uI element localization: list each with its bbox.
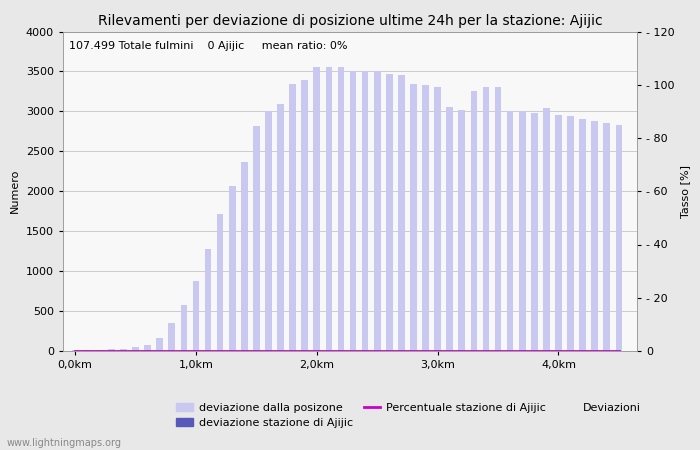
Bar bbox=[302, 80, 308, 351]
Bar bbox=[519, 112, 526, 351]
Y-axis label: Tasso [%]: Tasso [%] bbox=[680, 165, 690, 218]
Bar bbox=[314, 68, 320, 351]
Bar bbox=[144, 345, 151, 351]
Bar bbox=[156, 338, 163, 351]
Bar bbox=[96, 350, 103, 351]
Bar bbox=[458, 110, 465, 351]
Bar bbox=[265, 112, 272, 351]
Bar bbox=[495, 87, 501, 351]
Bar bbox=[531, 113, 538, 351]
Bar bbox=[181, 306, 187, 351]
Bar bbox=[217, 214, 223, 351]
Bar bbox=[337, 67, 344, 351]
Bar bbox=[204, 249, 211, 351]
Bar bbox=[72, 350, 78, 351]
Bar bbox=[567, 116, 574, 351]
Bar bbox=[482, 86, 489, 351]
Text: 107.499 Totale fulmini    0 Ajijic     mean ratio: 0%: 107.499 Totale fulmini 0 Ajijic mean rat… bbox=[69, 41, 347, 51]
Bar bbox=[543, 108, 550, 351]
Bar bbox=[169, 323, 175, 351]
Bar bbox=[193, 281, 200, 351]
Bar bbox=[580, 119, 586, 351]
Legend: deviazione dalla posizone, deviazione stazione di Ajijic, Percentuale stazione d: deviazione dalla posizone, deviazione st… bbox=[172, 398, 550, 432]
Bar bbox=[592, 121, 598, 351]
Bar bbox=[132, 347, 139, 351]
Bar bbox=[447, 108, 453, 351]
Title: Rilevamenti per deviazione di posizione ultime 24h per la stazione: Ajijic: Rilevamenti per deviazione di posizione … bbox=[98, 14, 602, 27]
Bar bbox=[555, 115, 562, 351]
Bar bbox=[289, 84, 296, 351]
Bar bbox=[410, 84, 416, 351]
Bar bbox=[374, 72, 381, 351]
Bar bbox=[615, 125, 622, 351]
Y-axis label: Numero: Numero bbox=[10, 169, 20, 213]
Bar bbox=[507, 112, 513, 351]
Bar bbox=[434, 86, 441, 351]
Bar bbox=[241, 162, 248, 351]
Bar bbox=[386, 74, 393, 351]
Bar bbox=[229, 186, 235, 351]
Bar bbox=[470, 91, 477, 351]
Bar bbox=[108, 349, 115, 351]
Bar bbox=[398, 76, 405, 351]
Bar bbox=[422, 85, 429, 351]
Bar bbox=[326, 67, 332, 351]
Bar bbox=[277, 104, 284, 351]
Text: www.lightningmaps.org: www.lightningmaps.org bbox=[7, 438, 122, 448]
Text: Deviazioni: Deviazioni bbox=[582, 403, 640, 413]
Bar bbox=[603, 123, 610, 351]
Bar bbox=[120, 349, 127, 351]
Bar bbox=[362, 71, 368, 351]
Bar bbox=[253, 126, 260, 351]
Bar bbox=[350, 71, 356, 351]
Bar bbox=[84, 350, 90, 351]
